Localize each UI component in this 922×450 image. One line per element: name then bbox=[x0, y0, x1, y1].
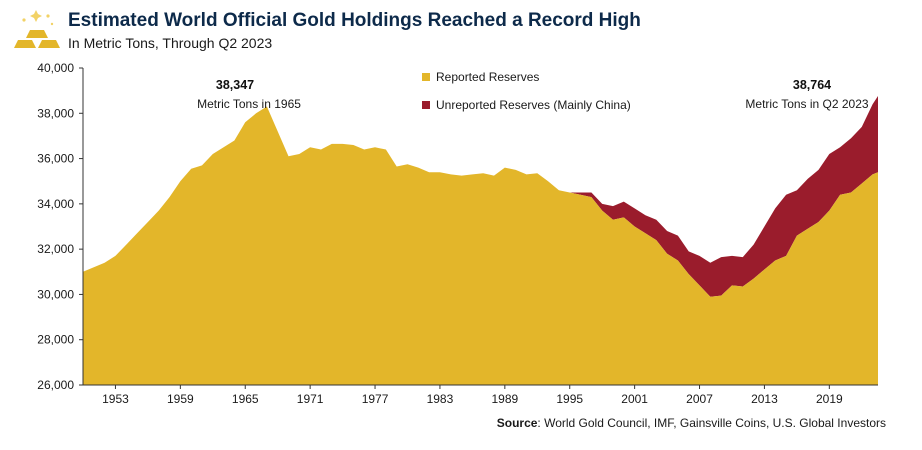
plot-areas bbox=[83, 96, 878, 385]
annotation-2023-value: 38,764 bbox=[793, 78, 831, 92]
source-text: : World Gold Council, IMF, Gainsville Co… bbox=[537, 416, 886, 430]
y-tick-label: 36,000 bbox=[37, 152, 74, 166]
y-tick-label: 34,000 bbox=[37, 197, 74, 211]
x-tick-label: 1959 bbox=[167, 392, 194, 406]
y-tick-label: 38,000 bbox=[37, 106, 74, 120]
axes bbox=[82, 68, 878, 386]
x-tick-label: 2007 bbox=[686, 392, 713, 406]
legend-swatch-reported bbox=[422, 73, 430, 81]
chart-subtitle: In Metric Tons, Through Q2 2023 bbox=[68, 35, 273, 51]
x-tick-label: 2019 bbox=[816, 392, 843, 406]
x-tick-label: 1965 bbox=[232, 392, 259, 406]
y-tick-label: 28,000 bbox=[37, 333, 74, 347]
annotation-2023: 38,764 Metric Tons in Q2 2023 bbox=[745, 78, 869, 111]
x-tick-label: 1953 bbox=[102, 392, 129, 406]
annotation-2023-text: Metric Tons in Q2 2023 bbox=[745, 97, 869, 111]
series-area-reported bbox=[83, 106, 878, 385]
x-tick-label: 2001 bbox=[621, 392, 648, 406]
x-tick-label: 1977 bbox=[362, 392, 389, 406]
legend-label-reported: Reported Reserves bbox=[436, 70, 539, 84]
annotation-1965-text: Metric Tons in 1965 bbox=[197, 97, 301, 111]
x-tick-label: 1995 bbox=[556, 392, 583, 406]
series-area-unreported bbox=[83, 96, 878, 297]
legend-label-unreported: Unreported Reserves (Mainly China) bbox=[436, 98, 631, 112]
gold-bars-icon bbox=[14, 10, 60, 48]
annotation-1965: 38,347 Metric Tons in 1965 bbox=[197, 78, 301, 111]
x-tick-label: 2013 bbox=[751, 392, 778, 406]
y-axis-ticks: 26,000 28,000 30,000 32,000 34,000 36,000 38,0… bbox=[37, 61, 83, 392]
y-tick-label: 32,000 bbox=[37, 242, 74, 256]
x-tick-label: 1989 bbox=[491, 392, 518, 406]
source-label: Source bbox=[496, 416, 538, 430]
y-tick-label: 30,000 bbox=[37, 287, 74, 301]
y-tick-label: 40,000 bbox=[37, 61, 74, 75]
x-axis-ticks: 1953 1959 1965 1971 1977 1983 1989 1995 2001 2007… bbox=[102, 385, 843, 406]
y-tick-label: 26,000 bbox=[37, 378, 74, 392]
legend-swatch-unreported bbox=[422, 101, 430, 109]
legend: Reported Reserves Unreported Reserves (M… bbox=[422, 70, 631, 112]
chart-title: Estimated World Official Gold Holdings R… bbox=[68, 10, 641, 31]
annotation-1965-value: 38,347 bbox=[216, 78, 254, 92]
x-tick-label: 1983 bbox=[427, 392, 454, 406]
x-tick-label: 1971 bbox=[297, 392, 324, 406]
chart-header: Estimated World Official Gold Holdings R… bbox=[10, 6, 910, 56]
source-note: Source: World Gold Council, IMF, Gainsvi… bbox=[497, 416, 886, 430]
